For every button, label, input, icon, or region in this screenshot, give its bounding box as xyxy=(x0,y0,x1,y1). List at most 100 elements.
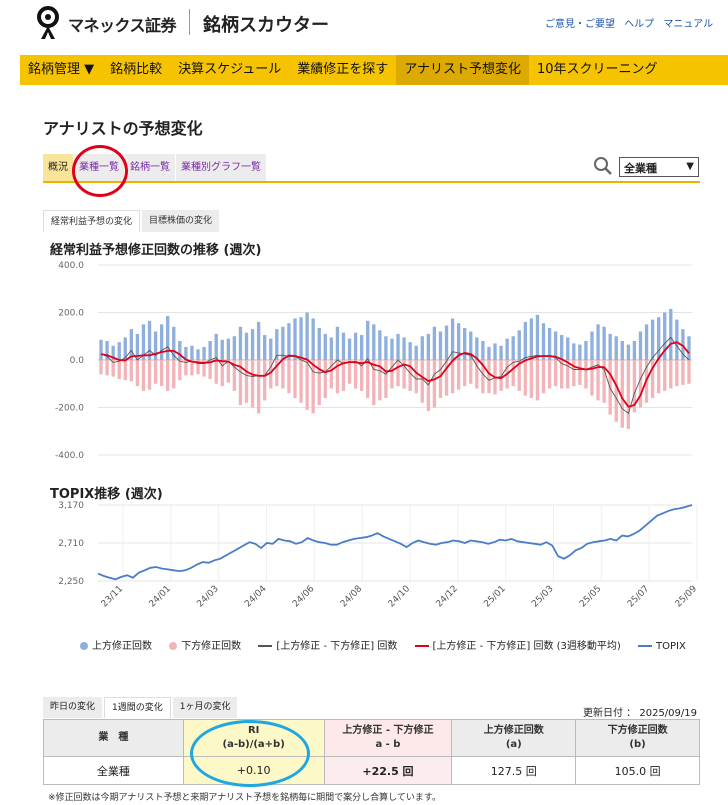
y-tick-label: 0.0 xyxy=(70,356,85,366)
main-menu-bar: 銘柄管理 ▼ 銘柄比較 決算スケジュール 業績修正を探す アナリスト予想変化 1… xyxy=(20,55,728,85)
downward-bar xyxy=(638,360,643,408)
tab-overview[interactable]: 概況 xyxy=(43,154,73,182)
summary-table: 業 種 RI (a-b)/(a+b) 上方修正 - 下方修正 a - b 上方修正回… xyxy=(43,719,700,785)
downward-bar xyxy=(129,360,134,382)
upward-bar xyxy=(135,333,140,360)
revision-chart: 400.0 200.0 0.0 -200.0 -400.0 xyxy=(55,261,692,461)
legend-difference[interactable]: [上方修正 - 下方修正] 回数 xyxy=(258,640,397,654)
upward-bar xyxy=(141,324,146,360)
downward-bar xyxy=(153,360,158,384)
revision-chart-title: 経常利益予想修正回数の推移 (週次) xyxy=(50,243,262,258)
moving-average-line xyxy=(100,341,690,408)
upward-bar xyxy=(596,324,600,360)
downward-bar xyxy=(275,360,279,387)
upward-bar xyxy=(669,308,673,360)
downward-bar xyxy=(681,360,685,385)
downward-bar xyxy=(438,360,443,398)
menu-item-portfolio[interactable]: 銘柄管理 ▼ xyxy=(28,62,95,77)
manual-link[interactable]: マニュアル xyxy=(663,19,714,30)
upward-bar xyxy=(650,319,655,360)
downward-bar xyxy=(372,360,376,406)
menu-item-earnings-schedule[interactable]: 決算スケジュール xyxy=(178,62,282,77)
y-tick-label: -400.0 xyxy=(55,451,84,461)
upward-bar xyxy=(644,324,649,360)
upward-bar xyxy=(656,317,661,360)
legend-upward[interactable]: 上方修正回数 xyxy=(80,640,152,654)
downward-bar xyxy=(117,360,121,379)
tab-target-price[interactable]: 目標株価の変化 xyxy=(142,210,220,232)
upward-bar xyxy=(614,336,618,360)
upward-bar xyxy=(444,325,449,360)
downward-bar xyxy=(172,360,176,389)
downward-bar xyxy=(650,360,655,398)
upward-bar xyxy=(220,339,224,360)
upward-bar xyxy=(560,335,564,360)
upward-bar xyxy=(438,331,443,360)
downward-bar xyxy=(305,360,309,410)
tab-stock-list[interactable]: 銘柄一覧 xyxy=(125,154,175,182)
downward-bar xyxy=(250,360,255,408)
menu-item-10y-screening[interactable]: 10年スクリーニング xyxy=(537,62,658,77)
tab-1week[interactable]: 1週間の変化 xyxy=(104,697,171,718)
tab-sector-list[interactable]: 業種一覧 xyxy=(74,154,124,182)
downward-bar xyxy=(311,360,315,414)
legend-downward[interactable]: 下方修正回数 xyxy=(169,640,241,654)
upward-bar xyxy=(408,342,412,360)
upward-bar xyxy=(172,326,176,360)
upward-bar xyxy=(226,338,230,360)
downward-bar xyxy=(287,360,291,394)
upward-bar xyxy=(529,318,534,360)
updated-date: 更新日付 ： 2025/09/19 xyxy=(583,708,697,719)
downward-bar xyxy=(232,360,237,391)
monex-logo-icon[interactable] xyxy=(34,6,64,40)
downward-bar xyxy=(463,360,467,387)
downward-bar xyxy=(263,360,267,401)
sector-select[interactable]: 全業種 ▼ xyxy=(619,157,699,177)
tab-sector-graphs[interactable]: 業種別グラフ一覧 xyxy=(176,154,266,182)
downward-bar xyxy=(626,360,631,429)
upward-bar xyxy=(99,339,103,360)
legend-topix[interactable]: TOPIX xyxy=(638,640,686,654)
downward-bar xyxy=(669,360,673,389)
downward-bar xyxy=(147,360,152,390)
upward-bar xyxy=(675,319,679,360)
tab-yesterday[interactable]: 昨日の変化 xyxy=(43,697,103,718)
downward-bar xyxy=(111,360,115,377)
x-tick-label: 24/03 xyxy=(195,584,220,609)
upward-bar xyxy=(547,327,552,360)
legend-moving-average[interactable]: [上方修正 - 下方修正] 回数 (3週移動平均) xyxy=(414,640,621,654)
x-tick-label: 24/10 xyxy=(387,584,413,610)
downward-bar xyxy=(590,360,594,396)
upward-bar xyxy=(111,345,115,360)
downward-bar xyxy=(687,360,691,384)
product-name: 銘柄スカウター xyxy=(203,15,329,36)
menu-item-compare[interactable]: 銘柄比較 xyxy=(110,62,163,77)
y-tick-label: 2,250 xyxy=(58,577,84,587)
downward-bar xyxy=(535,360,540,401)
downward-bar xyxy=(620,360,624,428)
menu-item-revision-search[interactable]: 業績修正を探す xyxy=(297,62,389,77)
footnote: ※修正回数は今期アナリスト予想と来期アナリスト予想を銘柄毎に期間で案分し合算して… xyxy=(48,793,442,803)
header-links: ご意見・ご要望 ヘルプ マニュアル xyxy=(545,15,719,30)
help-link[interactable]: ヘルプ xyxy=(624,19,655,30)
brand-name[interactable]: マネックス証券 xyxy=(68,16,177,35)
upward-bar xyxy=(499,345,503,360)
header-diff: 上方修正 - 下方修正 a - b xyxy=(323,719,453,757)
downward-bar xyxy=(341,360,346,391)
upward-bar xyxy=(493,343,497,360)
downward-bar xyxy=(238,360,243,406)
topix-chart-title: TOPIX推移 (週次) xyxy=(50,487,163,502)
cell-sector[interactable]: 全業種 xyxy=(43,756,184,785)
upward-bar xyxy=(463,327,467,360)
search-icon[interactable] xyxy=(593,156,613,176)
feedback-link[interactable]: ご意見・ご要望 xyxy=(545,19,615,30)
tab-1month[interactable]: 1ヶ月の変化 xyxy=(172,697,238,718)
downward-bar xyxy=(487,360,491,394)
downward-bar xyxy=(166,360,170,391)
upward-bar xyxy=(378,330,382,360)
downward-bar xyxy=(517,360,521,391)
upward-bar xyxy=(250,329,255,360)
menu-item-analyst-forecast[interactable]: アナリスト予想変化 xyxy=(396,55,530,85)
tab-ordinary-profit[interactable]: 経常利益予想の変化 xyxy=(43,210,141,232)
upward-bar xyxy=(311,318,315,360)
